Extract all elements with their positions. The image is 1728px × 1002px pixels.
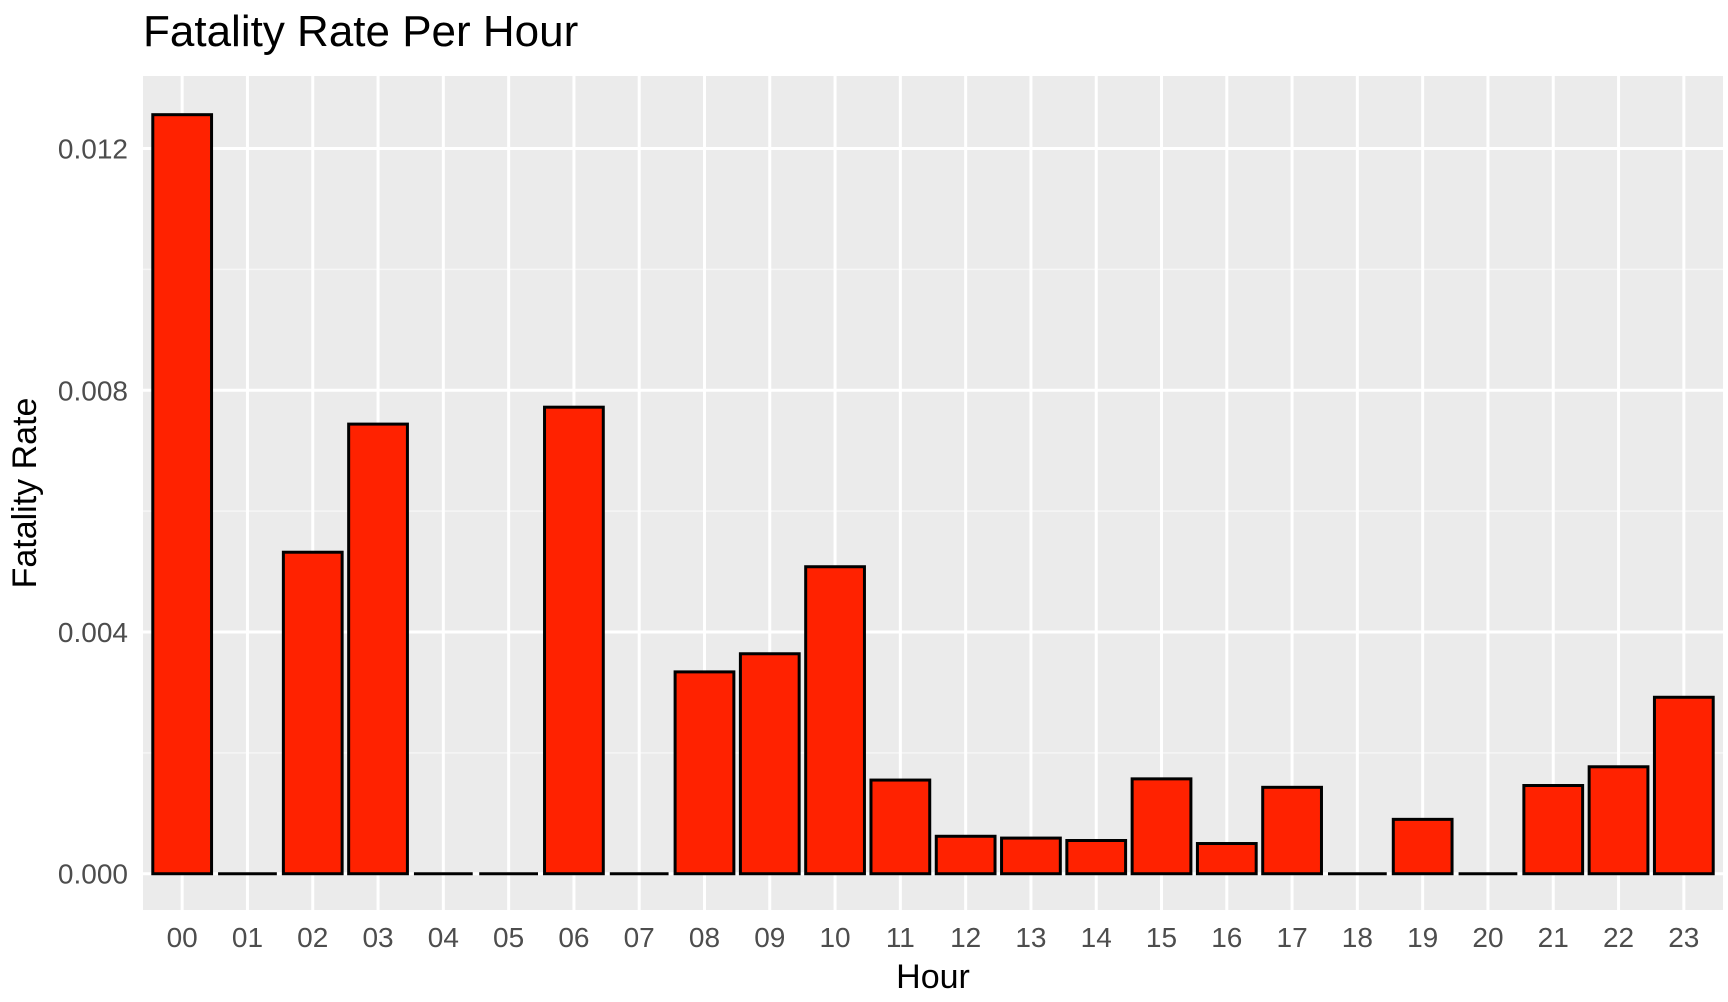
x-tick-label: 19 (1407, 922, 1438, 953)
x-tick-label: 08 (689, 922, 720, 953)
bar-03 (347, 422, 409, 876)
x-tick-label: 17 (1277, 922, 1308, 953)
bar-10 (804, 565, 866, 876)
bar-06 (543, 405, 605, 876)
chart-title: Fatality Rate Per Hour (143, 7, 578, 56)
x-tick-label: 20 (1472, 922, 1503, 953)
x-tick-label: 21 (1538, 922, 1569, 953)
x-tick-label: 14 (1081, 922, 1112, 953)
bar-21 (1522, 784, 1585, 876)
x-tick-label: 23 (1668, 922, 1699, 953)
x-tick-label: 15 (1146, 922, 1177, 953)
x-axis-title: Hour (896, 958, 970, 996)
y-tick-label: 0.004 (58, 617, 128, 648)
x-tick-label: 03 (362, 922, 393, 953)
x-tick-label: 22 (1603, 922, 1634, 953)
x-axis-ticks: 00 01 02 03 04 05 06 07 08 09 10 11 12 13 14 15 16 17 18 19… (167, 922, 1700, 953)
bar-23 (1652, 695, 1715, 876)
x-tick-label: 11 (886, 922, 915, 953)
x-tick-label: 13 (1015, 922, 1046, 953)
bar-02 (281, 550, 344, 876)
x-tick-label: 04 (428, 922, 459, 953)
x-tick-label: 18 (1342, 922, 1373, 953)
bar-08 (673, 670, 736, 876)
bar-09 (738, 652, 801, 876)
x-tick-label: 00 (167, 922, 198, 953)
x-tick-label: 01 (232, 922, 263, 953)
bar-17 (1261, 785, 1323, 876)
bar-19 (1391, 817, 1454, 876)
bar-14 (1065, 839, 1128, 876)
bar-22 (1587, 765, 1650, 876)
x-tick-label: 06 (558, 922, 589, 953)
bar-13 (1000, 836, 1062, 876)
x-tick-label: 09 (754, 922, 785, 953)
bar-12 (934, 834, 997, 876)
bar-16 (1195, 842, 1258, 876)
bars (151, 113, 1715, 876)
x-tick-label: 12 (950, 922, 981, 953)
y-axis-ticks: 0.000 0.004 0.008 0.012 (58, 134, 128, 890)
x-tick-label: 16 (1211, 922, 1242, 953)
x-tick-label: 05 (493, 922, 524, 953)
x-tick-label: 10 (819, 922, 850, 953)
y-tick-label: 0.012 (58, 134, 128, 165)
bar-00 (151, 113, 214, 876)
y-tick-label: 0.008 (58, 375, 128, 406)
y-tick-label: 0.000 (58, 859, 128, 890)
bar-15 (1130, 777, 1193, 876)
x-tick-label: 02 (297, 922, 328, 953)
y-axis-title: Fatality Rate (6, 398, 44, 589)
x-tick-label: 07 (624, 922, 655, 953)
bar-11 (869, 778, 932, 876)
